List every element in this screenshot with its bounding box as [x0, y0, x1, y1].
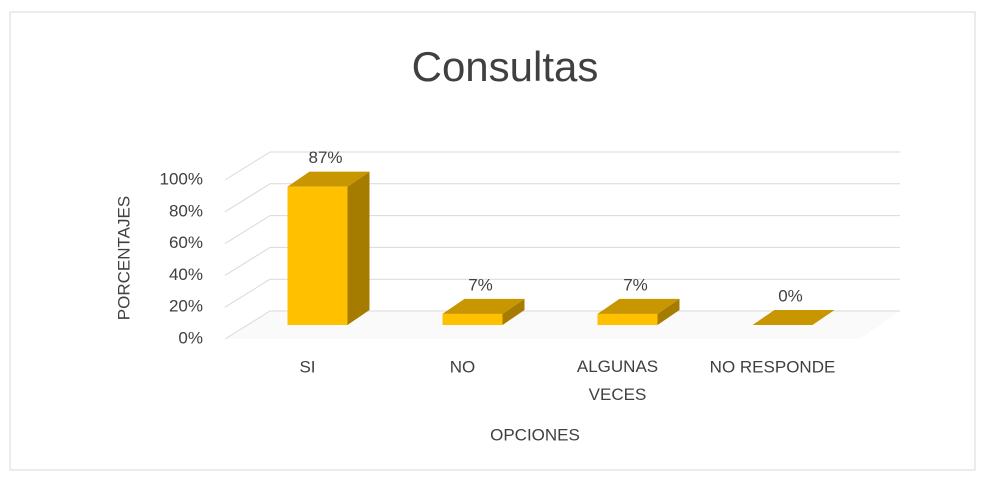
y-tick-label: 80% [169, 201, 203, 220]
bar [442, 313, 503, 325]
value-label: 7% [623, 275, 648, 294]
grid-line [224, 310, 271, 340]
bar [597, 313, 658, 325]
bar-top [442, 298, 525, 314]
bar-top [752, 310, 835, 325]
grid-line [224, 246, 271, 276]
y-tick-label: 20% [169, 297, 203, 316]
x-tick-label: NO RESPONDE [710, 357, 836, 376]
y-tick-label: 60% [169, 233, 203, 252]
x-tick-label: ALGUNAS VECES [577, 357, 658, 404]
grid-line [224, 151, 271, 181]
y-tick-label: 0% [178, 328, 203, 347]
bar [287, 186, 348, 325]
value-label: 7% [468, 275, 493, 294]
value-label: 87% [308, 148, 342, 167]
grid-line [224, 278, 271, 308]
bar-top [597, 298, 680, 314]
x-tick-label: SI [299, 357, 315, 376]
floor [225, 311, 900, 339]
x-tick-label: NO [450, 357, 476, 376]
grid-line [224, 215, 271, 245]
bar-top [287, 171, 370, 187]
bar-side [347, 171, 370, 325]
chart-border [9, 11, 976, 471]
chart-title: Consultas [412, 43, 599, 90]
bar-side [657, 298, 680, 325]
x-axis-label: OPCIONES [490, 425, 580, 444]
bar-side [502, 298, 525, 325]
y-axis-label: PORCENTAJES [114, 196, 133, 320]
grid-line [224, 183, 271, 213]
y-tick-label: 100% [160, 169, 203, 188]
value-label: 0% [778, 286, 803, 305]
y-tick-label: 40% [169, 265, 203, 284]
